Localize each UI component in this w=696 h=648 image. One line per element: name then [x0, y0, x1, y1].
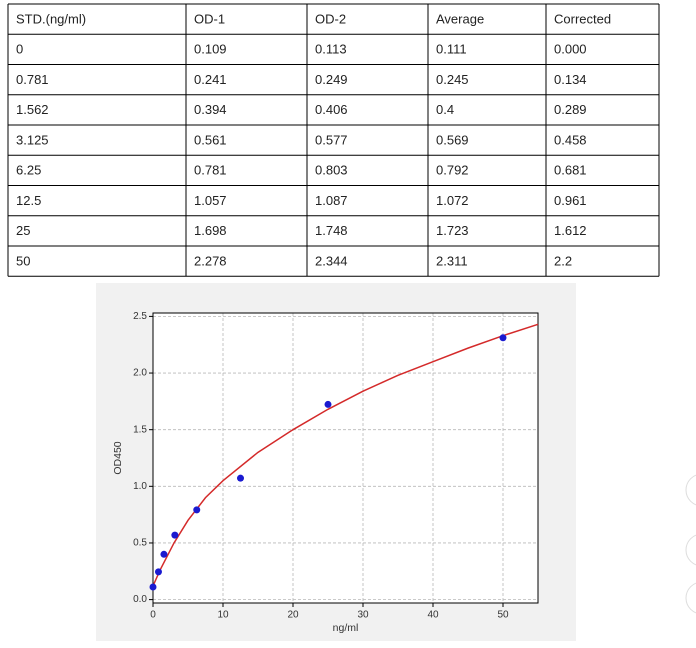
table-cell: 0.111	[436, 42, 467, 57]
side-button[interactable]	[685, 534, 696, 566]
plot-area	[153, 313, 538, 603]
y-tick-label: 0.0	[133, 594, 147, 605]
data-point	[171, 531, 179, 539]
data-point	[149, 583, 157, 591]
x-tick-label: 30	[357, 610, 369, 621]
table-header-cell: Average	[436, 11, 484, 26]
table-cell: 1.698	[194, 223, 227, 238]
table-cell: 1.072	[436, 193, 469, 208]
table-cell: 1.087	[315, 193, 348, 208]
table-cell: 12.5	[16, 193, 41, 208]
table-cell: 0.000	[554, 42, 587, 57]
table-cell: 0.577	[315, 132, 348, 147]
y-tick-label: 2.5	[133, 311, 147, 322]
data-point	[160, 550, 168, 558]
table-cell: 0.961	[554, 193, 587, 208]
table-cell: 1.057	[194, 193, 227, 208]
table-cell: 0.792	[436, 163, 469, 178]
table-cell: 0.134	[554, 72, 587, 87]
data-point	[193, 506, 201, 514]
x-tick-label: 0	[150, 610, 156, 621]
fit-curve	[152, 323, 539, 587]
table-cell: 1.748	[315, 223, 348, 238]
table-cell: 25	[16, 223, 30, 238]
x-tick-label: 20	[287, 610, 299, 621]
table-cell: 50	[16, 253, 30, 268]
table-header-cell: Corrected	[554, 11, 611, 26]
table-cell: 0.569	[436, 132, 469, 147]
y-tick-label: 2.0	[133, 368, 147, 379]
table-header-cell: OD-2	[315, 11, 346, 26]
table-header-cell: OD-1	[194, 11, 225, 26]
table-cell: 0.803	[315, 163, 348, 178]
data-point	[499, 334, 507, 342]
table-cell: 0.406	[315, 102, 348, 117]
table-header-cell: STD.(ng/ml)	[16, 11, 86, 26]
table-cell: 0.781	[16, 72, 49, 87]
side-buttons	[685, 474, 696, 614]
y-tick-label: 1.5	[133, 424, 147, 435]
table-cell: 0.245	[436, 72, 469, 87]
x-tick-label: 10	[217, 610, 229, 621]
table-cell: 0.289	[554, 102, 587, 117]
table-cell: 1.562	[16, 102, 49, 117]
data-point	[237, 474, 244, 482]
y-tick-label: 0.5	[133, 538, 147, 549]
table-cell: 0.4	[436, 102, 454, 117]
table-cell: 0	[16, 42, 23, 57]
table-cell: 0.249	[315, 72, 348, 87]
data-point	[154, 568, 162, 576]
table-cell: 0.109	[194, 42, 227, 57]
table-cell: 0.561	[194, 132, 227, 147]
x-tick-label: 40	[427, 610, 439, 621]
table-cell: 2.311	[436, 253, 468, 268]
x-tick-label: 50	[497, 610, 509, 621]
table-cell: 0.458	[554, 132, 587, 147]
side-button[interactable]	[685, 582, 696, 614]
x-axis-label: ng/ml	[333, 622, 359, 634]
data-point	[324, 400, 332, 408]
table-cell: 2.344	[315, 253, 348, 268]
table-cell: 6.25	[16, 163, 41, 178]
table-cell: 0.394	[194, 102, 227, 117]
table-cell: 1.723	[436, 223, 469, 238]
y-tick-label: 1.0	[133, 481, 147, 492]
side-button[interactable]	[685, 474, 696, 506]
table-cell: 0.781	[194, 163, 227, 178]
table-cell: 3.125	[16, 132, 49, 147]
plot-frame	[152, 312, 539, 604]
table-cell: 2.278	[194, 253, 227, 268]
table-cell: 0.113	[315, 42, 347, 57]
table-cell: 2.2	[554, 253, 572, 268]
table-cell: 0.681	[554, 163, 587, 178]
y-axis-label: OD450	[112, 441, 124, 474]
table-cell: 0.241	[194, 72, 227, 87]
table-cell: 1.612	[554, 223, 587, 238]
table: STD.(ng/ml) OD-1 OD-2 Average Corrected 0 0.10…	[7, 3, 660, 277]
